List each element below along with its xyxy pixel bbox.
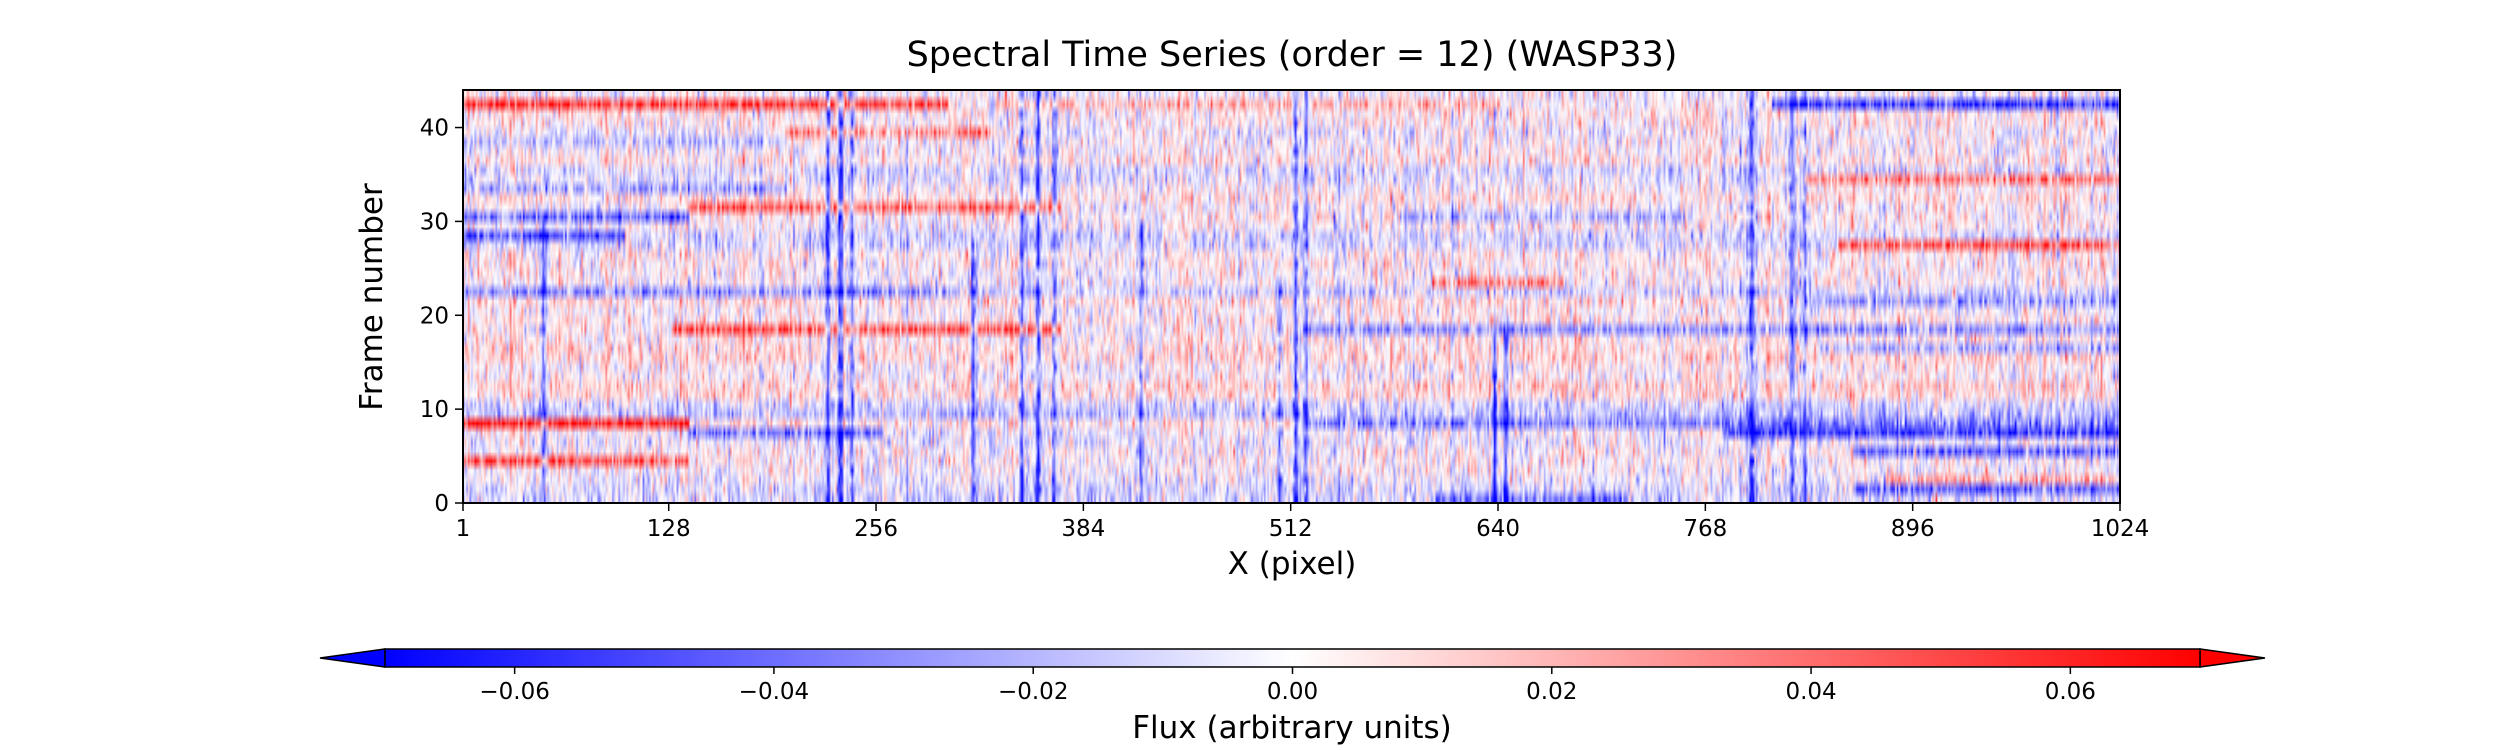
heatmap-plot-area (462, 89, 2121, 504)
x-tick-label: 512 (1269, 516, 1313, 542)
x-tick-label: 256 (854, 516, 898, 542)
y-tick-label: 40 (420, 116, 449, 142)
colorbar-ticks: −0.06 −0.04 −0.02 0.00 0.02 0.04 0.06 (479, 667, 2096, 705)
x-tick-label: 640 (1476, 516, 1520, 542)
chart-title: Spectral Time Series (order = 12) (WASP3… (907, 35, 1678, 75)
colorbar-tick-label: 0.06 (2045, 679, 2096, 705)
colorbar-gradient (384, 648, 2201, 668)
x-tick-label: 896 (1891, 516, 1935, 542)
y-axis-label: Frame number (354, 183, 390, 411)
colorbar-label: Flux (arbitrary units) (1132, 710, 1452, 746)
y-axis-ticks: 0 10 20 30 40 (420, 116, 463, 517)
colorbar-tick-label: 0.02 (1526, 679, 1577, 705)
y-tick-label: 30 (420, 209, 449, 235)
colorbar-tick-label: −0.02 (998, 679, 1068, 705)
x-axis-ticks: 1 128 256 384 512 640 768 896 1024 (456, 503, 2150, 542)
y-tick-label: 20 (420, 303, 449, 329)
x-tick-label: 384 (1061, 516, 1105, 542)
x-axis-label: X (pixel) (1228, 546, 1357, 582)
y-tick-label: 0 (434, 491, 449, 517)
colorbar: −0.06 −0.04 −0.02 0.00 0.02 0.04 0.06 Flux (ar… (319, 648, 2266, 746)
x-tick-label: 128 (647, 516, 691, 542)
x-tick-label: 768 (1683, 516, 1727, 542)
colorbar-extend-high (2199, 648, 2266, 668)
colorbar-tick-label: −0.04 (739, 679, 809, 705)
colorbar-tick-label: 0.00 (1267, 679, 1318, 705)
plot-frame (462, 89, 2121, 504)
y-tick-label: 10 (420, 397, 449, 423)
x-tick-label: 1 (456, 516, 471, 542)
x-tick-label: 1024 (2091, 516, 2150, 542)
colorbar-extend-low (319, 648, 386, 668)
colorbar-tick-label: 0.04 (1785, 679, 1836, 705)
heatmap-image (463, 90, 2120, 503)
colorbar-tick-label: −0.06 (479, 679, 549, 705)
